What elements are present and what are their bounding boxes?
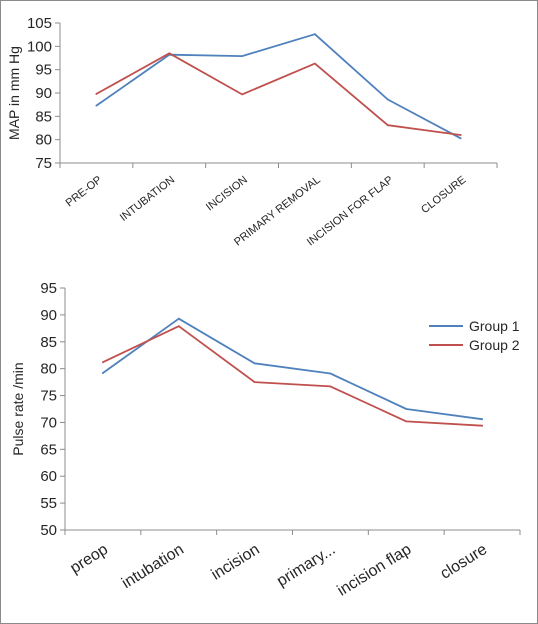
map-series-2-point — [168, 52, 171, 55]
pulse-y-tick-label: 55 — [40, 495, 57, 512]
pulse-series-1-point — [177, 317, 180, 320]
map-y-tick-label: 90 — [35, 85, 52, 102]
map-y-tick-label: 85 — [35, 108, 52, 125]
pulse-y-tick-label: 85 — [40, 334, 57, 351]
map-y-tick-label: 80 — [35, 132, 52, 149]
map-y-tick-label: 100 — [27, 38, 52, 55]
map-series-2-point — [459, 134, 462, 136]
pulse-x-tick-label: primary... — [274, 541, 339, 590]
pulse-series-2-point — [481, 424, 483, 427]
pulse-y-axis-title: Pulse rate /min — [10, 362, 26, 455]
pulse-series-2-point — [329, 385, 332, 388]
legend-label-1: Group 1 — [469, 318, 520, 334]
map-x-tick-label: PRE-OP — [64, 174, 105, 209]
map-series-1-point — [95, 104, 98, 107]
pulse-series-1-line — [102, 317, 484, 421]
pulse-series-1-point — [481, 418, 483, 421]
pulse-y-tick-label: 95 — [40, 280, 57, 297]
map-y-tick-label: 95 — [35, 62, 52, 79]
pulse-series-1-point — [405, 408, 408, 410]
pulse-x-tick-label: preop — [67, 541, 111, 577]
map-series-2-point — [241, 93, 243, 96]
pulse-y-tick-label: 50 — [40, 522, 57, 539]
map-series-2-point — [386, 124, 389, 127]
pulse-y-tick-label: 75 — [40, 388, 57, 405]
pulse-series-1-point — [329, 372, 332, 375]
pulse-series-2-point — [177, 325, 180, 328]
map-x-tick-label: INTUBATION — [118, 174, 177, 224]
pulse-y-tick-label: 70 — [40, 414, 57, 431]
map-series-2-point — [314, 62, 316, 65]
map-series-1-point — [386, 98, 389, 101]
pulse-series-1-point — [253, 362, 256, 365]
map-series-2-point — [95, 93, 98, 95]
pulse-series-2-line — [102, 325, 484, 427]
pulse-x-tick-label: closure — [437, 541, 490, 583]
pulse-y-tick-label: 90 — [40, 307, 57, 324]
pulse-series-1-point — [102, 372, 104, 374]
pulse-series-2-point — [102, 361, 104, 364]
pulse-x-tick-label: incision flap — [334, 541, 414, 600]
pulse-series-2-point — [253, 381, 256, 384]
map-series-2-line — [95, 52, 462, 136]
pulse-series-2-point — [405, 420, 408, 423]
pulse-x-tick-label: incision — [208, 541, 262, 584]
legend-label-2: Group 2 — [469, 337, 520, 353]
map-y-axis-title: MAP in mm Hg — [6, 46, 22, 140]
pulse-y-tick-label: 60 — [40, 468, 57, 485]
pulse-y-tick-label: 65 — [40, 441, 57, 458]
map-series-1-line — [95, 33, 462, 140]
map-x-tick-label: CLOSURE — [419, 174, 468, 216]
pulse-y-tick-label: 80 — [40, 361, 57, 378]
map-series-1-point — [241, 55, 243, 58]
map-series-1-point — [314, 33, 316, 36]
pulse-x-tick-label: intubation — [119, 541, 187, 592]
map-y-tick-label: 75 — [35, 155, 52, 172]
map-series-1-point — [459, 137, 462, 140]
map-x-tick-label: INCISION — [204, 174, 250, 214]
map-y-tick-label: 105 — [27, 15, 52, 32]
